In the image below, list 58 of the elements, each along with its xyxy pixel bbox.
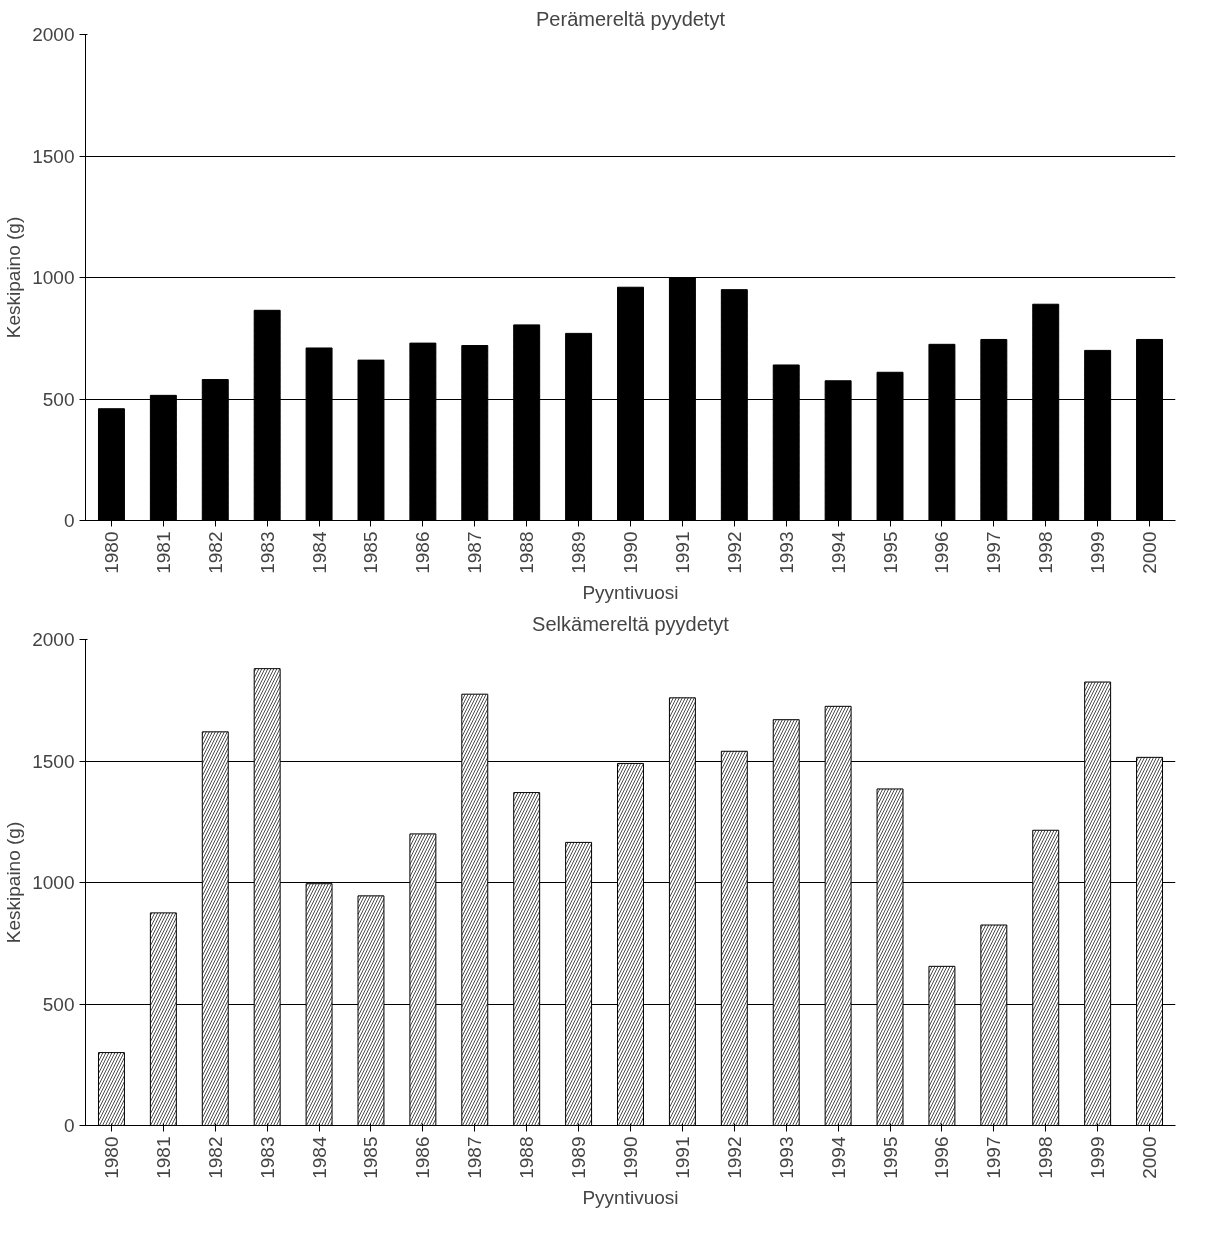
- x-tick-label: 1995: [879, 531, 901, 574]
- x-tick-label: 1996: [931, 1136, 953, 1179]
- x-tick-label: 1992: [723, 531, 745, 574]
- y-tick-label: 0: [63, 1115, 75, 1136]
- x-tick-label: 1983: [256, 1136, 278, 1179]
- x-tick-label: 2000: [1139, 531, 1161, 574]
- x-tick-label: 1993: [775, 531, 797, 574]
- x-tick-label: 1995: [879, 1136, 901, 1179]
- x-tick-label: 1998: [1035, 531, 1057, 574]
- x-tick-label: 1988: [516, 531, 538, 574]
- y-tick-label: 1000: [32, 872, 75, 893]
- x-tick-label: 1999: [1087, 531, 1109, 574]
- x-tick-label: 1997: [983, 1136, 1005, 1179]
- x-tick-label: 1993: [775, 1136, 797, 1179]
- y-tick-label: 0: [63, 510, 75, 531]
- x-tick-label: 1990: [620, 1136, 641, 1179]
- y-tick-label: 1000: [32, 267, 75, 288]
- y-tick-label: 500: [42, 388, 75, 410]
- x-tick-label: 1986: [412, 1136, 434, 1179]
- x-tick-label: 1990: [620, 531, 641, 574]
- x-tick-label: 1986: [412, 531, 434, 574]
- x-tick-label: 1985: [360, 531, 382, 574]
- x-axis-title: Pyyntivuosi: [582, 581, 679, 603]
- x-tick-label: 1981: [152, 531, 174, 574]
- x-tick-label: 1999: [1087, 1136, 1109, 1179]
- x-axis-title: Pyyntivuosi: [582, 1186, 679, 1208]
- x-tick-label: 1981: [152, 1136, 174, 1179]
- x-tick-label: 1996: [931, 531, 953, 574]
- y-tick-label: 2000: [32, 24, 75, 45]
- x-tick-label: 1983: [256, 531, 278, 574]
- chart-title: Selkämereltä pyydetyt: [532, 612, 730, 635]
- x-tick-label: 1982: [204, 1136, 226, 1179]
- x-tick-label: 1998: [1035, 1136, 1057, 1179]
- chart-title: Perämereltä pyydetyt: [536, 7, 726, 30]
- x-tick-label: 1987: [464, 1136, 486, 1179]
- x-tick-label: 1994: [827, 1136, 849, 1179]
- x-tick-label: 1991: [671, 1136, 693, 1179]
- x-tick-label: 1997: [983, 531, 1005, 574]
- y-axis-title: Keskipaino (g): [3, 216, 25, 339]
- x-tick-label: 1980: [100, 1136, 122, 1179]
- y-tick-label: 500: [42, 993, 75, 1015]
- x-tick-label: 1992: [723, 1136, 745, 1179]
- x-tick-label: 1994: [827, 531, 849, 574]
- y-tick-label: 2000: [32, 629, 75, 650]
- x-tick-label: 1988: [516, 1136, 538, 1179]
- x-tick-label: 1987: [464, 531, 486, 574]
- x-tick-label: 1984: [308, 1136, 330, 1179]
- y-tick-label: 1500: [32, 145, 75, 167]
- x-tick-label: 2000: [1139, 1136, 1161, 1179]
- x-tick-label: 1991: [671, 531, 693, 574]
- x-tick-label: 1980: [100, 531, 122, 574]
- x-tick-label: 1989: [568, 531, 590, 574]
- y-axis-title: Keskipaino (g): [3, 821, 25, 944]
- x-tick-label: 1984: [308, 531, 330, 574]
- y-tick-label: 1500: [32, 750, 75, 772]
- x-tick-label: 1982: [204, 531, 226, 574]
- x-tick-label: 1989: [568, 1136, 590, 1179]
- x-tick-label: 1985: [360, 1136, 382, 1179]
